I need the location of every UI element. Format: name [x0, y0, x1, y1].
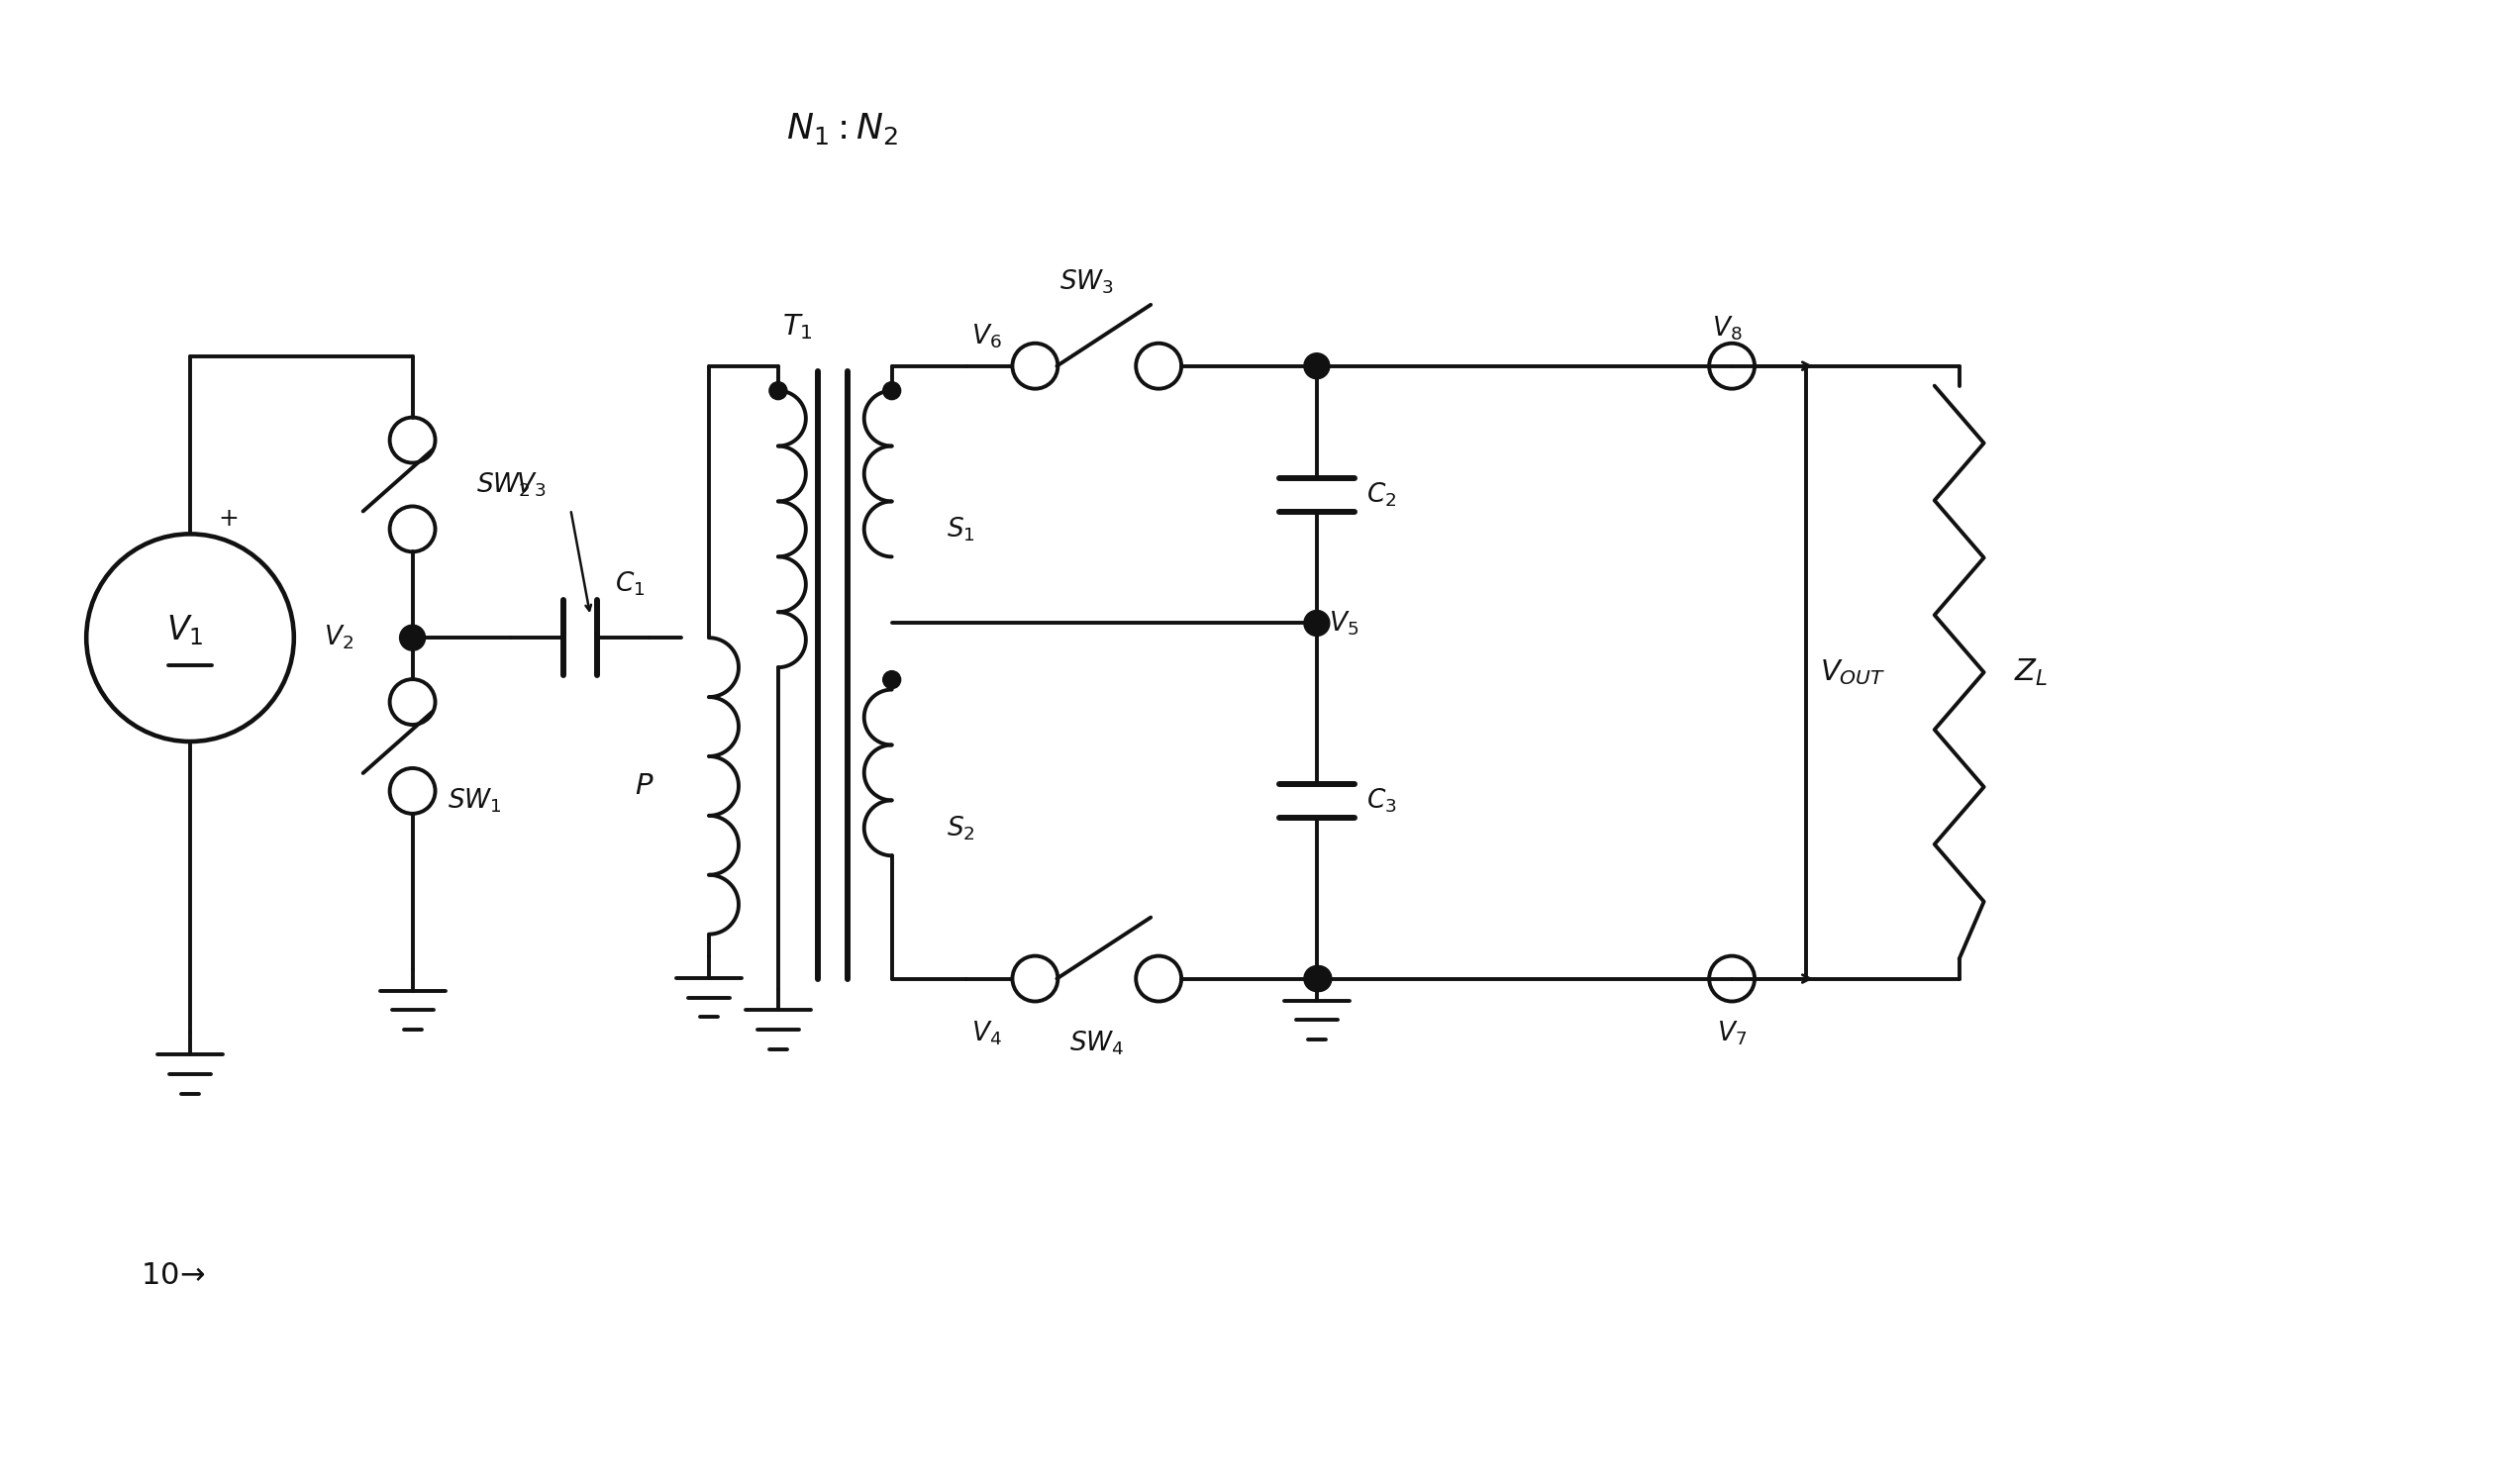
- Circle shape: [882, 671, 900, 689]
- Text: $V_2$: $V_2$: [324, 623, 352, 651]
- Text: $V_{OUT}$: $V_{OUT}$: [1820, 657, 1886, 687]
- Text: $V_4$: $V_4$: [970, 1020, 1001, 1048]
- Text: $V_1$: $V_1$: [166, 613, 204, 647]
- Text: $P$: $P$: [636, 772, 654, 800]
- Circle shape: [1305, 353, 1330, 378]
- Text: $SW_2$: $SW_2$: [478, 470, 530, 499]
- Text: $SW_1$: $SW_1$: [447, 787, 500, 815]
- Circle shape: [400, 625, 425, 650]
- Text: $S_2$: $S_2$: [945, 813, 975, 841]
- Text: $V_7$: $V_7$: [1717, 1020, 1747, 1048]
- Text: $SW_3$: $SW_3$: [1061, 269, 1114, 297]
- Circle shape: [1305, 966, 1332, 991]
- Text: $SW_4$: $SW_4$: [1068, 1028, 1124, 1057]
- Circle shape: [1305, 610, 1330, 637]
- Text: $V_8$: $V_8$: [1712, 315, 1742, 343]
- Text: $C_1$: $C_1$: [616, 570, 646, 598]
- Text: $V_6$: $V_6$: [970, 322, 1001, 350]
- Text: $+$: $+$: [219, 508, 239, 531]
- Text: $C_3$: $C_3$: [1365, 787, 1398, 815]
- Text: $Z_L$: $Z_L$: [2014, 657, 2046, 687]
- Text: $S_1$: $S_1$: [945, 515, 975, 543]
- Circle shape: [769, 381, 787, 399]
- Text: $T_1$: $T_1$: [782, 312, 812, 341]
- Text: $10 \!\rightarrow$: $10 \!\rightarrow$: [141, 1260, 206, 1291]
- Circle shape: [882, 381, 900, 399]
- Text: $C_2$: $C_2$: [1365, 481, 1395, 509]
- Text: $V_3$: $V_3$: [515, 470, 546, 499]
- Text: $V_5$: $V_5$: [1330, 608, 1358, 637]
- Text: $N_1 : N_2$: $N_1 : N_2$: [787, 111, 897, 147]
- Circle shape: [1305, 966, 1330, 991]
